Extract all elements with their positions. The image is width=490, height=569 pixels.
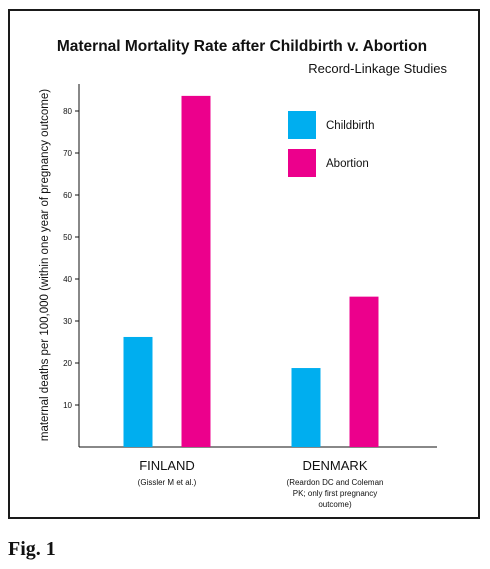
bar-abortion-finland bbox=[181, 95, 211, 447]
chart-title: Maternal Mortality Rate after Childbirth… bbox=[57, 38, 427, 55]
bar-childbirth-denmark bbox=[291, 368, 321, 447]
y-tick-label: 60 bbox=[63, 191, 72, 200]
bar-abortion-denmark bbox=[349, 296, 379, 447]
bars bbox=[123, 95, 379, 447]
y-tick-label: 50 bbox=[63, 233, 72, 242]
category-labels: FINLAND (Gissler M et al.) DENMARK (Reardon… bbox=[138, 458, 384, 509]
y-tick-label: 20 bbox=[63, 359, 72, 368]
chart-frame bbox=[8, 9, 480, 519]
category-note: PK; only first pregnancy bbox=[293, 489, 377, 498]
legend-swatch-abortion bbox=[288, 149, 316, 177]
category-note: (Gissler M et al.) bbox=[138, 478, 197, 487]
legend-swatch-childbirth bbox=[288, 111, 316, 139]
category-note: (Reardon DC and Coleman bbox=[287, 478, 384, 487]
category-label: FINLAND bbox=[139, 458, 195, 473]
y-tick-label: 40 bbox=[63, 275, 72, 284]
category-label: DENMARK bbox=[302, 458, 367, 473]
y-tick-label: 70 bbox=[63, 149, 72, 158]
legend-label-childbirth: Childbirth bbox=[326, 120, 375, 132]
axes: 10 20 30 40 50 60 70 80 bbox=[63, 84, 437, 448]
figure-label: Fig. 1 bbox=[8, 538, 56, 560]
bar-childbirth-finland bbox=[123, 336, 153, 447]
legend-label-abortion: Abortion bbox=[326, 158, 369, 170]
category-note: outcome) bbox=[318, 500, 352, 509]
legend: Childbirth Abortion bbox=[288, 111, 375, 177]
y-tick-label: 30 bbox=[63, 317, 72, 326]
y-tick-label: 10 bbox=[63, 401, 72, 410]
chart-subtitle: Record-Linkage Studies bbox=[308, 61, 447, 76]
y-axis-label: maternal deaths per 100,000 (within one … bbox=[39, 89, 51, 441]
y-tick-label: 80 bbox=[63, 107, 72, 116]
